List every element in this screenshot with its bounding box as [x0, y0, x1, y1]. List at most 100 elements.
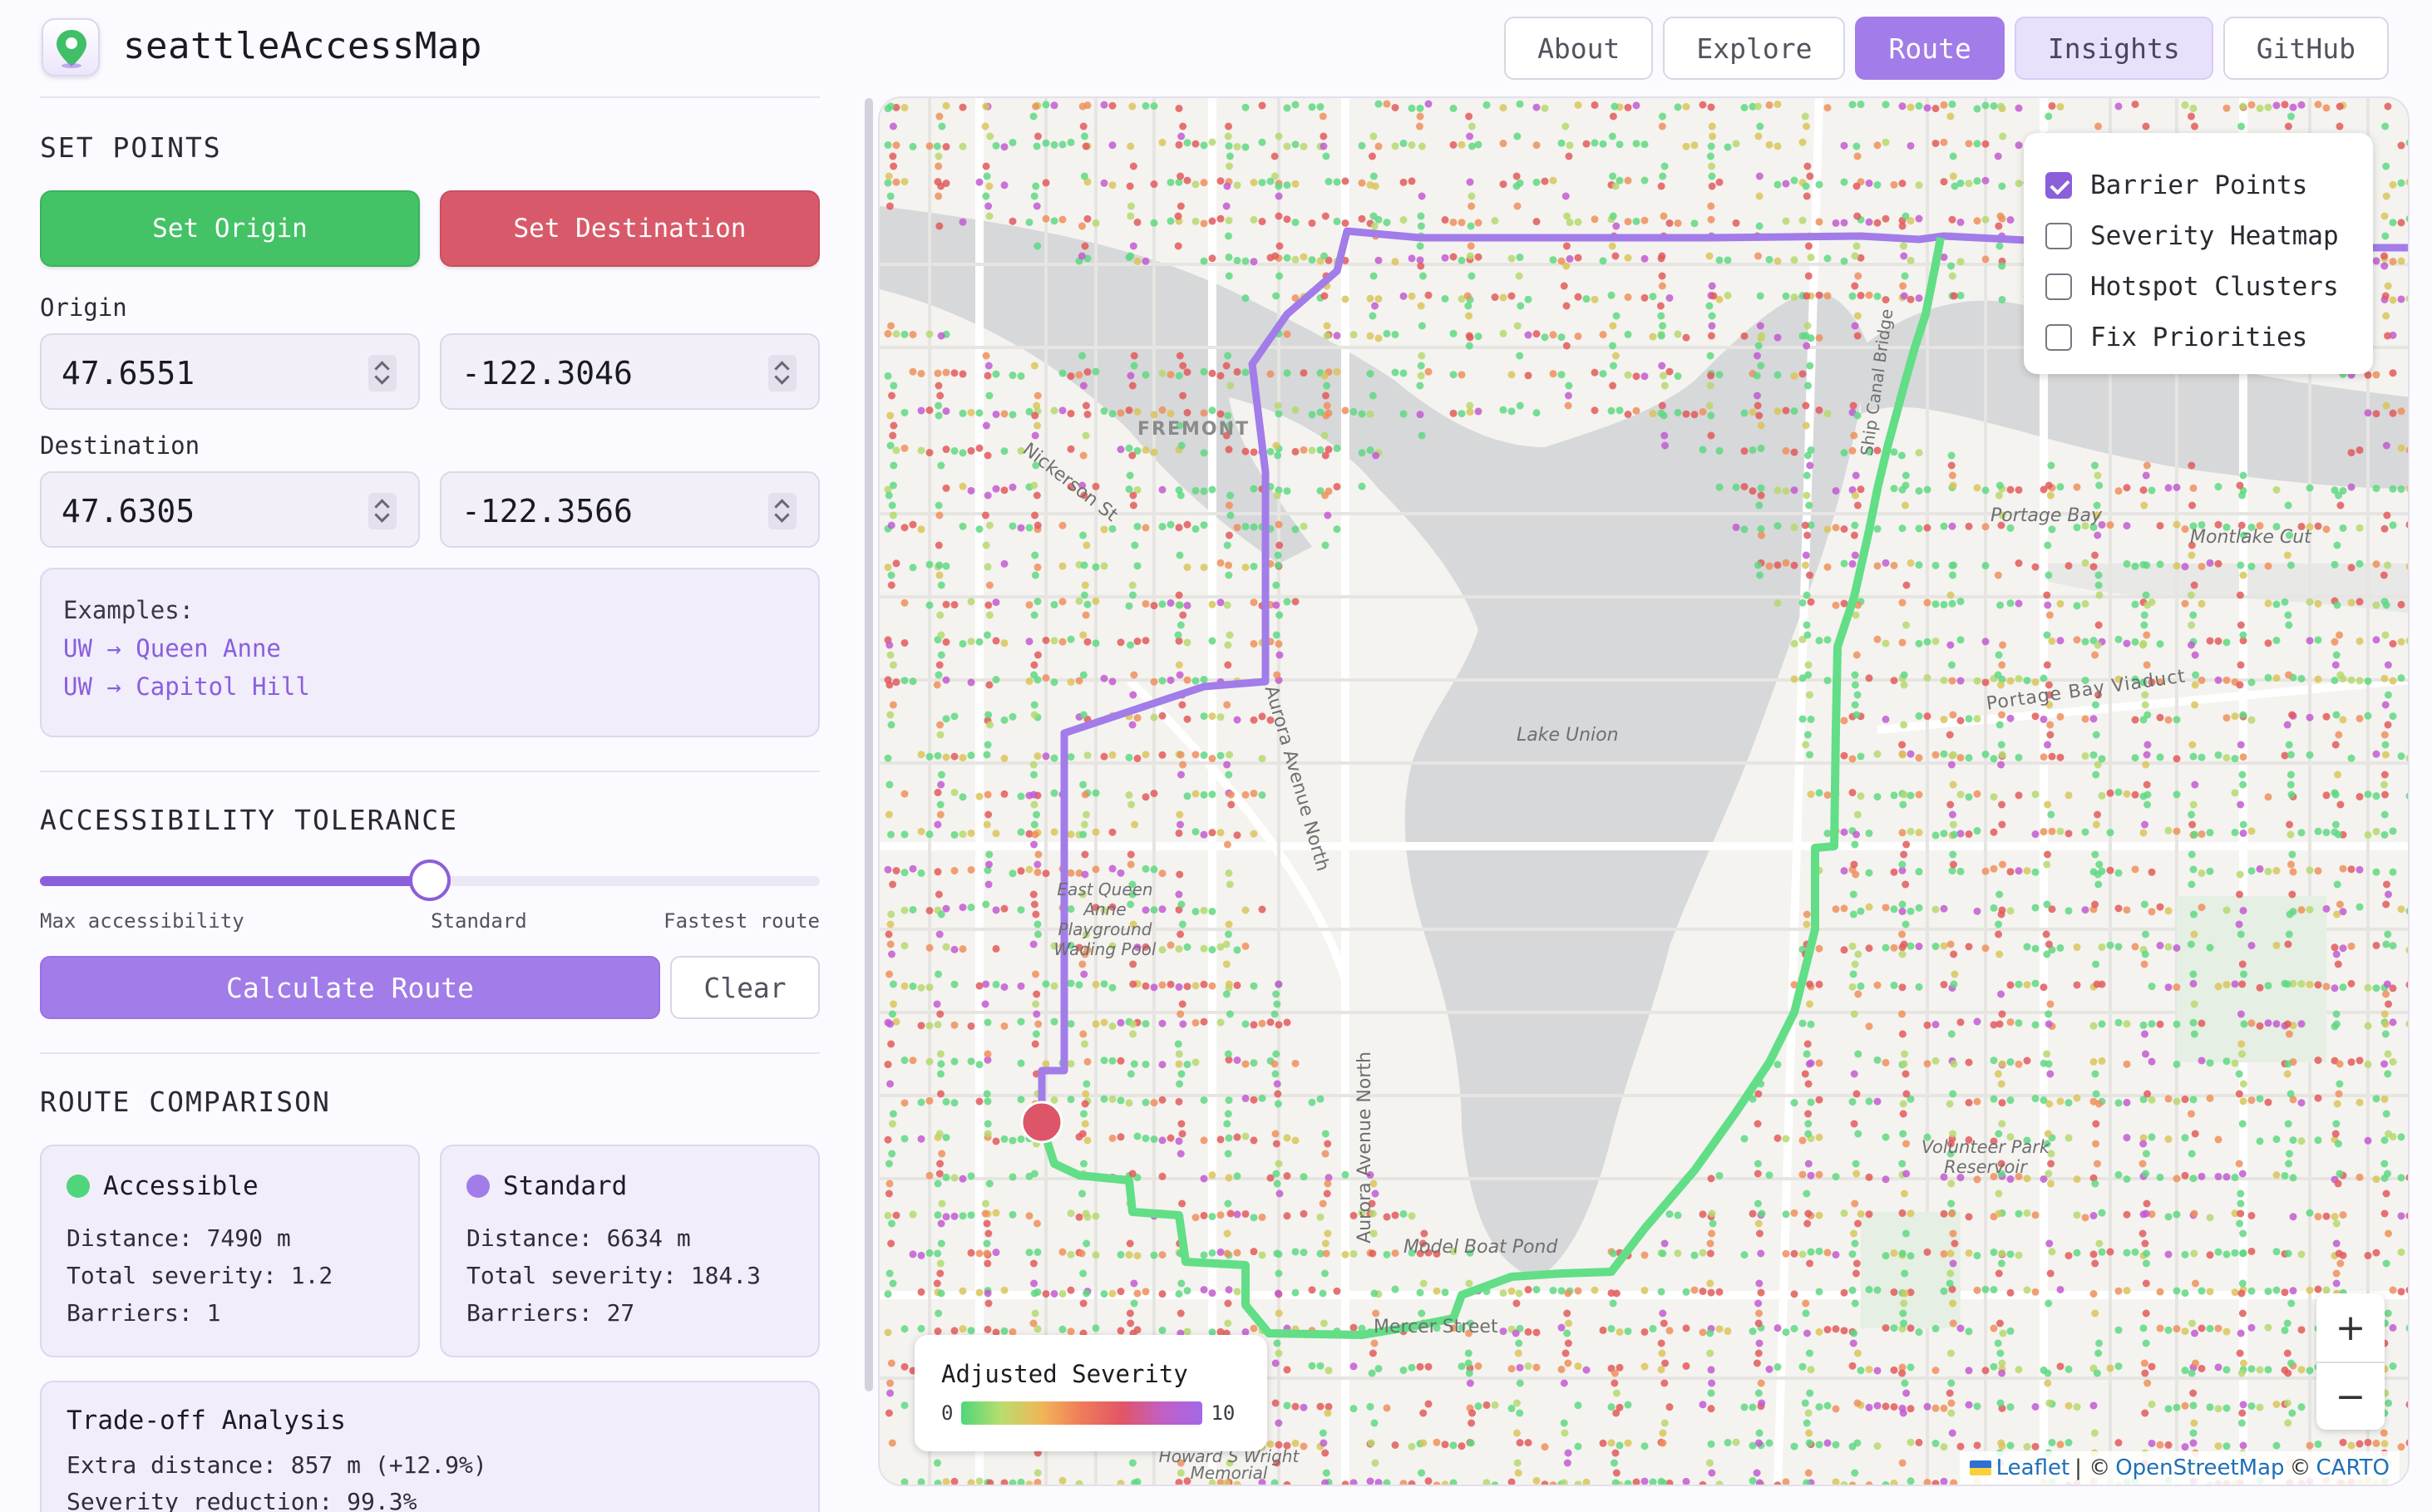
barrier-point — [1802, 1299, 1810, 1308]
barrier-point — [2238, 960, 2247, 968]
barrier-point — [1158, 946, 1167, 954]
map-canvas[interactable] — [880, 98, 2410, 1486]
barrier-point — [1609, 1249, 1617, 1258]
barrier-point — [1516, 1379, 1524, 1387]
nav-insights[interactable]: Insights — [2014, 17, 2213, 80]
barrier-point — [2189, 1429, 2198, 1437]
checkbox[interactable] — [2045, 222, 2072, 249]
barrier-point — [2336, 1259, 2345, 1268]
checkbox[interactable] — [2045, 323, 2072, 351]
barrier-point — [1275, 611, 1284, 619]
layer-severity-heatmap[interactable]: Severity Heatmap — [2045, 210, 2351, 261]
barrier-point — [1949, 1130, 1957, 1138]
barrier-point — [1803, 1419, 1811, 1427]
checkbox[interactable] — [2045, 273, 2072, 300]
barrier-point — [1100, 406, 1108, 415]
barrier-point — [2123, 1175, 2131, 1184]
nav-github[interactable]: GitHub — [2222, 17, 2389, 80]
barrier-point — [1082, 930, 1090, 938]
barrier-point — [1806, 362, 1814, 370]
set-origin-button[interactable]: Set Origin — [40, 190, 420, 267]
barrier-point — [2188, 1150, 2196, 1158]
set-destination-button[interactable]: Set Destination — [440, 190, 820, 267]
destination-lon-input[interactable]: -122.3566 — [440, 471, 820, 548]
barrier-point — [1612, 222, 1621, 230]
stepper-icon[interactable] — [368, 355, 397, 392]
barrier-point — [1033, 598, 1042, 606]
calculate-route-button[interactable]: Calculate Route — [40, 956, 660, 1019]
origin-lat-input[interactable]: 47.6551 — [40, 333, 420, 410]
barrier-point — [981, 511, 989, 520]
barrier-point — [1208, 790, 1216, 799]
sidebar-scrollbar[interactable] — [865, 98, 873, 1391]
barrier-point — [2023, 1443, 2031, 1451]
barrier-point — [1599, 140, 1607, 148]
barrier-point — [2339, 524, 2347, 532]
leaflet-link[interactable]: Leaflet — [1995, 1455, 2070, 1480]
barrier-point — [967, 1211, 975, 1219]
route-comparison-title: ROUTE COMPARISON — [40, 1086, 331, 1118]
checkbox-checked[interactable] — [2045, 171, 2072, 199]
barrier-point — [1000, 1135, 1009, 1143]
barrier-point — [2190, 830, 2198, 839]
barrier-point — [1853, 1439, 1862, 1447]
barrier-point — [1142, 864, 1150, 873]
example-uw-capitol-hill[interactable]: UW → Capitol Hill — [63, 672, 310, 701]
stepper-icon[interactable] — [768, 355, 797, 392]
barrier-point — [1756, 322, 1764, 330]
barrier-point — [1706, 352, 1714, 360]
barrier-point — [1740, 104, 1749, 112]
zoom-in-button[interactable]: + — [2335, 1306, 2366, 1349]
nav-route[interactable]: Route — [1855, 17, 2005, 80]
barrier-point — [1408, 104, 1416, 112]
barrier-point — [1424, 100, 1433, 108]
barrier-point — [1900, 940, 1908, 948]
tolerance-slider[interactable] — [40, 859, 820, 901]
map-view[interactable]: FREMONT Lake Union Portage Bay Montlake … — [878, 96, 2410, 1486]
carto-link[interactable]: CARTO — [2316, 1455, 2390, 1480]
barrier-point — [1707, 103, 1715, 111]
barrier-point — [1216, 1327, 1225, 1336]
example-uw-queen-anne[interactable]: UW → Queen Anne — [63, 634, 281, 662]
zoom-out-button[interactable]: − — [2316, 1362, 2385, 1430]
barrier-point — [1640, 1286, 1649, 1294]
barrier-point — [1782, 1210, 1790, 1219]
clear-button[interactable]: Clear — [670, 956, 820, 1019]
barrier-point — [1512, 172, 1521, 180]
layer-hotspot-clusters[interactable]: Hotspot Clusters — [2045, 261, 2351, 312]
barrier-point — [1996, 1349, 2005, 1357]
destination-lat-input[interactable]: 47.6305 — [40, 471, 420, 548]
barrier-point — [1250, 1021, 1258, 1029]
origin-lon-input[interactable]: -122.3046 — [440, 333, 820, 410]
layer-barrier-points[interactable]: Barrier Points — [2045, 160, 2351, 210]
barrier-point — [1158, 406, 1167, 414]
stepper-icon[interactable] — [768, 493, 797, 529]
barrier-point — [2148, 1439, 2156, 1447]
barrier-point — [2382, 192, 2390, 200]
barrier-point — [2198, 599, 2206, 608]
stepper-icon[interactable] — [368, 493, 397, 529]
barrier-point — [1100, 1290, 1108, 1298]
barrier-point — [1250, 1214, 1258, 1222]
barrier-point — [1224, 1319, 1232, 1327]
nav-about[interactable]: About — [1504, 17, 1654, 80]
barrier-point — [984, 1259, 992, 1268]
barrier-point — [1266, 716, 1275, 724]
slider-thumb[interactable] — [409, 859, 451, 901]
barrier-point — [1080, 561, 1088, 569]
barrier-point — [2306, 523, 2314, 531]
nav-explore[interactable]: Explore — [1663, 17, 1846, 80]
barrier-point — [1851, 681, 1859, 689]
layer-fix-priorities[interactable]: Fix Priorities — [2045, 312, 2351, 362]
barrier-point — [942, 101, 950, 110]
barrier-point — [2272, 1286, 2281, 1294]
barrier-point — [887, 581, 895, 589]
barrier-point — [1973, 1286, 1981, 1294]
barrier-point — [1333, 483, 1341, 491]
barrier-point — [2189, 1175, 2198, 1183]
barrier-point — [1949, 1090, 1957, 1098]
osm-link[interactable]: OpenStreetMap — [2115, 1455, 2285, 1480]
barrier-point — [1996, 601, 2005, 609]
barrier-point — [900, 444, 909, 452]
barrier-point — [1616, 1441, 1624, 1450]
